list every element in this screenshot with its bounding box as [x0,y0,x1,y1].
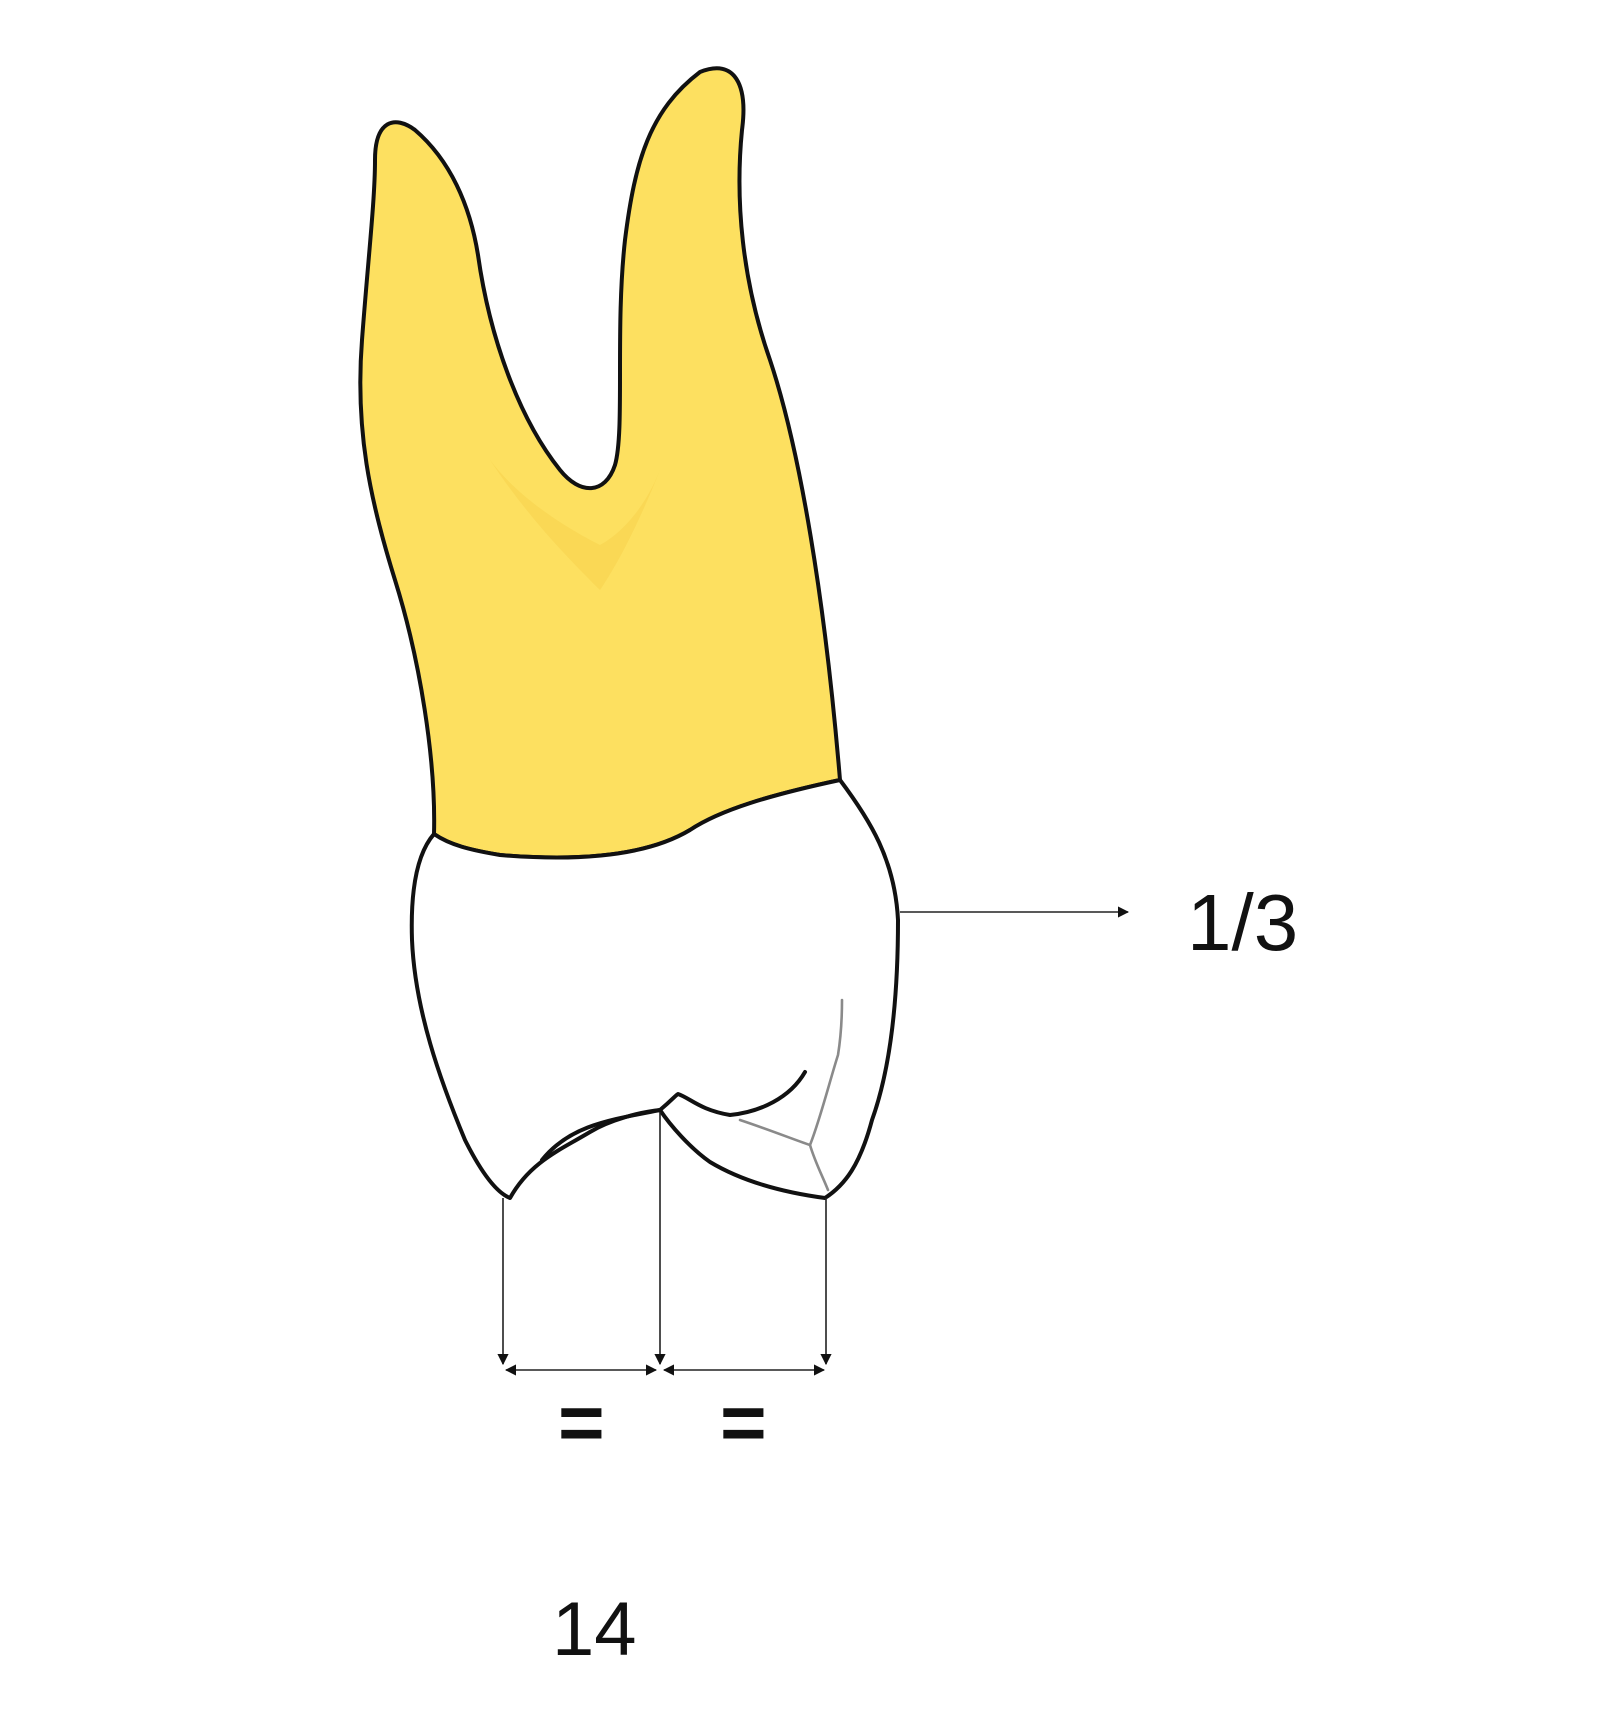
groove-line-lower [808,1143,830,1192]
groove-line [738,998,844,1147]
equal-sign-right: = [720,1378,767,1467]
occlusal-ridge [540,1070,807,1162]
equal-sign-left: = [558,1378,605,1467]
tooth-number: 14 [552,1587,637,1672]
root [358,66,842,860]
ratio-label: 1/3 [1187,878,1298,967]
root-shading [490,460,660,590]
crown [409,778,900,1200]
